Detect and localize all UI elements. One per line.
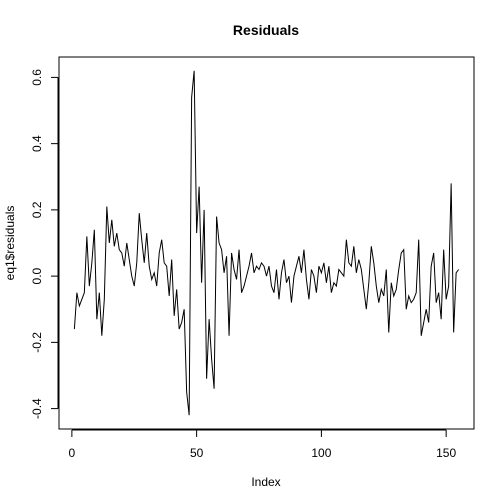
y-axis-label: eq1$residuals xyxy=(3,206,17,281)
y-tick-label: -0.2 xyxy=(30,332,44,353)
x-tick-label: 150 xyxy=(436,446,456,460)
data-line xyxy=(73,70,460,416)
y-tick-label: 0.2 xyxy=(30,201,44,218)
y-tick-label: 0.4 xyxy=(30,135,44,152)
chart-title: Residuals xyxy=(233,22,299,38)
x-axis-label: Index xyxy=(251,475,280,489)
y-tick-label: 0.0 xyxy=(30,267,44,284)
x-tick-label: 100 xyxy=(311,446,331,460)
y-tick-label: -0.4 xyxy=(30,398,44,419)
x-tick-label: 50 xyxy=(190,446,204,460)
plot-box xyxy=(58,56,475,430)
x-tick-label: 0 xyxy=(69,446,76,460)
y-tick-label: 0.6 xyxy=(30,69,44,86)
